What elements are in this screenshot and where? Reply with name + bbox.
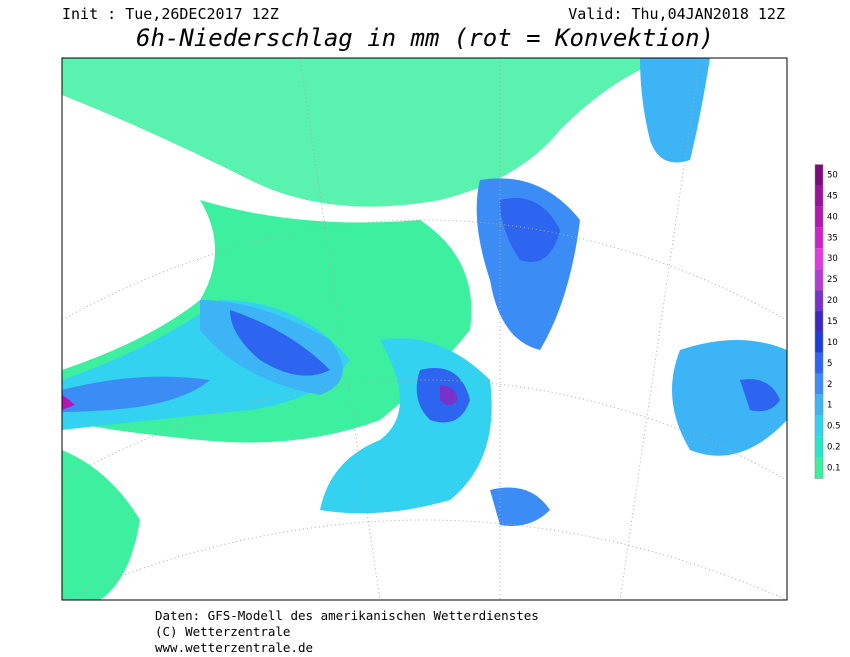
colorbar-label: 5 bbox=[827, 359, 832, 369]
colorbar-swatch bbox=[815, 248, 823, 270]
colorbar-frame bbox=[814, 164, 824, 479]
colorbar-swatch bbox=[815, 436, 823, 458]
colorbar-label: 50 bbox=[827, 171, 838, 181]
colorbar-label: 1 bbox=[827, 401, 832, 411]
colorbar-label: 20 bbox=[827, 296, 838, 306]
colorbar-label: 35 bbox=[827, 233, 838, 243]
colorbar: 50 45 40 35 30 25 20 15 10 5 2 1 0.5 0.2 0.1 bbox=[814, 164, 841, 479]
colorbar-label: 10 bbox=[827, 338, 838, 348]
colorbar-label: 2 bbox=[827, 380, 832, 390]
colorbar-swatch bbox=[815, 373, 823, 395]
init-time: Init : Tue,26DEC2017 12Z bbox=[62, 5, 279, 23]
colorbar-swatch bbox=[815, 311, 823, 332]
footer-url: www.wetterzentrale.de bbox=[155, 640, 313, 655]
colorbar-swatch bbox=[815, 164, 823, 186]
colorbar-swatch bbox=[815, 331, 823, 353]
colorbar-swatch bbox=[815, 394, 823, 416]
footer-copyright: (C) Wetterzentrale bbox=[155, 624, 290, 639]
colorbar-swatch bbox=[815, 352, 823, 374]
colorbar-swatch bbox=[815, 269, 823, 291]
footer-source: Daten: GFS-Modell des amerikanischen Wet… bbox=[155, 608, 539, 623]
map-frame bbox=[61, 57, 788, 601]
colorbar-label: 25 bbox=[827, 275, 838, 285]
colorbar-label: 30 bbox=[827, 254, 838, 264]
graticule bbox=[62, 58, 787, 600]
colorbar-label: 40 bbox=[827, 212, 838, 222]
colorbar-label: 0.1 bbox=[827, 464, 841, 474]
colorbar-label: 0.2 bbox=[827, 443, 841, 453]
valid-time: Valid: Thu,04JAN2018 12Z bbox=[568, 5, 785, 23]
colorbar-label: 0.5 bbox=[827, 422, 841, 432]
colorbar-swatch bbox=[815, 227, 823, 249]
colorbar-swatch bbox=[815, 290, 823, 312]
map-area bbox=[61, 57, 788, 601]
colorbar-label: 45 bbox=[827, 191, 838, 201]
colorbar-swatch bbox=[815, 415, 823, 437]
map-title: 6h-Niederschlag in mm (rot = Konvektion) bbox=[136, 24, 714, 52]
colorbar-label: 15 bbox=[827, 317, 838, 327]
colorbar-swatch bbox=[815, 206, 823, 228]
colorbar-swatch bbox=[815, 185, 823, 207]
colorbar-swatch bbox=[815, 457, 823, 479]
